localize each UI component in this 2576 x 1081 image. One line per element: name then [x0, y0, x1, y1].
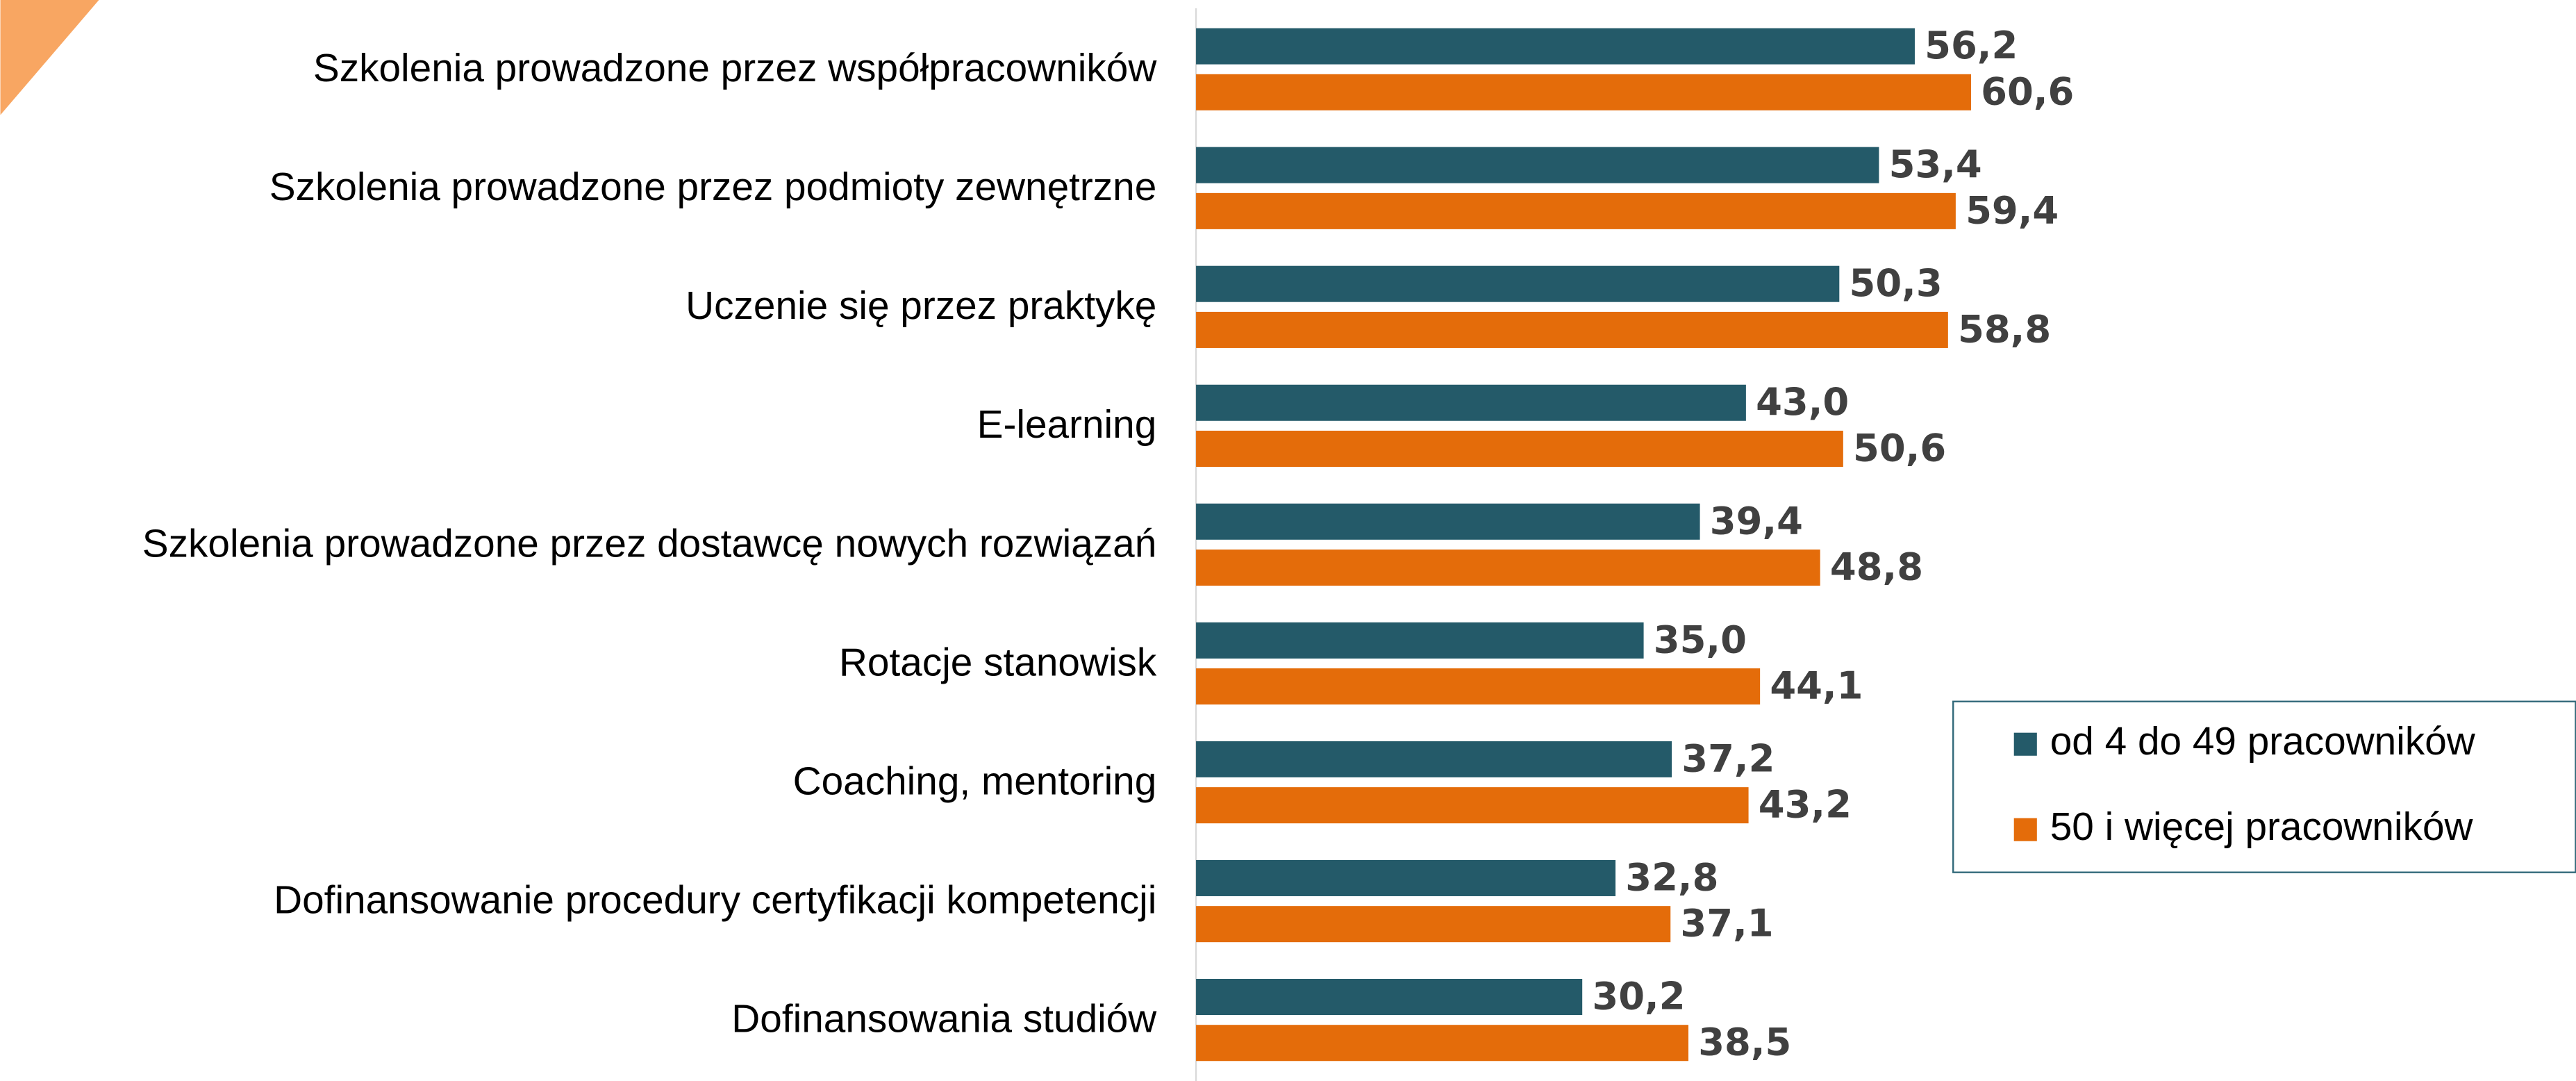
bar: [1196, 741, 1672, 777]
bar: [1196, 859, 1616, 896]
category-label: Szkolenia prowadzone przez podmioty zewn…: [269, 165, 1157, 209]
bar: [1196, 503, 1700, 540]
data-label: 32,8: [1625, 855, 1718, 899]
bar: [1196, 978, 1583, 1016]
bar: [1196, 668, 1761, 705]
legend-swatch: [2013, 732, 2037, 756]
category-label: Coaching, mentoring: [793, 759, 1157, 803]
bar: [1196, 311, 1948, 348]
bar: [1196, 787, 1749, 824]
data-label: 44,1: [1770, 664, 1863, 708]
data-label: 56,2: [1925, 24, 2018, 67]
bar: [1196, 28, 1915, 65]
data-label: 39,4: [1710, 499, 1803, 543]
data-label: 50,3: [1850, 261, 1943, 305]
corner-decoration: [0, 0, 99, 115]
bar: [1196, 1025, 1689, 1062]
bar: [1196, 430, 1843, 467]
category-label: Rotacje stanowisk: [839, 641, 1157, 684]
bar: [1196, 147, 1879, 183]
data-label: 58,8: [1958, 307, 2051, 351]
data-label: 35,0: [1654, 618, 1747, 661]
bar: [1196, 906, 1671, 943]
category-label: Szkolenia prowadzone przez współpracowni…: [313, 47, 1157, 90]
data-label: 59,4: [1966, 188, 2059, 232]
data-label: 37,2: [1681, 736, 1775, 780]
bar: [1196, 74, 1971, 110]
legend-label: od 4 do 49 pracowników: [2050, 720, 2476, 764]
data-label: 43,0: [1756, 380, 1849, 424]
bar: [1196, 265, 1840, 302]
category-label: Uczenie się przez praktykę: [685, 284, 1156, 328]
category-label: Dofinansowania studiów: [731, 997, 1157, 1041]
data-label: 30,2: [1592, 974, 1685, 1018]
category-label: E-learning: [977, 403, 1157, 447]
category-label: Szkolenia prowadzone przez dostawcę nowy…: [142, 522, 1157, 566]
bar: [1196, 384, 1746, 421]
legend-box: [1952, 700, 2576, 873]
data-label: 43,2: [1759, 783, 1852, 827]
bar: [1196, 622, 1644, 659]
data-label: 50,6: [1853, 426, 1946, 470]
data-label: 60,6: [1981, 69, 2074, 113]
data-label: 53,4: [1889, 142, 1982, 186]
data-label: 48,8: [1830, 545, 1923, 589]
category-label: Dofinansowanie procedury certyfikacji ko…: [274, 878, 1156, 922]
data-label: 38,5: [1698, 1021, 1791, 1064]
legend-swatch: [2013, 818, 2037, 841]
legend-label: 50 i więcej pracowników: [2050, 805, 2474, 849]
data-label: 37,1: [1680, 902, 1773, 946]
bar: [1196, 192, 1956, 229]
bar: [1196, 550, 1820, 586]
